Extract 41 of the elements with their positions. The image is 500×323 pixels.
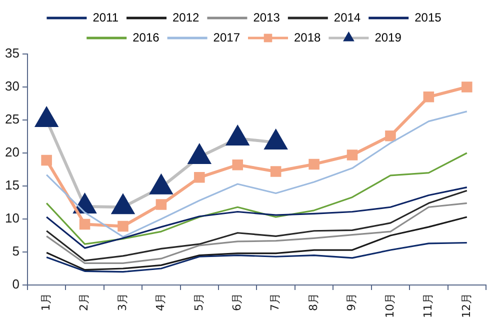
x-tick-label: 12月	[460, 293, 473, 318]
legend-label: 2019	[374, 30, 402, 44]
y-tick-label: 5	[12, 244, 20, 259]
y-tick-label: 15	[4, 178, 20, 193]
point	[346, 150, 358, 160]
point	[79, 218, 90, 230]
x-tick-label: 8月	[306, 293, 320, 312]
legend-label: 2016	[132, 30, 160, 44]
legend-label: 2017	[213, 30, 240, 44]
point	[385, 130, 396, 142]
legend-label: 2013	[253, 10, 280, 24]
point	[462, 82, 472, 92]
legend-label: 2012	[172, 10, 200, 24]
point	[423, 92, 434, 102]
point	[194, 172, 205, 183]
x-tick-label: 4月	[154, 293, 168, 312]
x-tick-label: 1月	[39, 293, 52, 312]
point	[308, 158, 320, 170]
y-tick-label: 0	[12, 276, 20, 292]
x-tick-label: 10月	[383, 293, 396, 318]
x-tick-label: 6月	[230, 293, 244, 312]
legend-label: 2014	[334, 10, 361, 24]
legend-label: 2011	[92, 10, 119, 24]
y-tick-label: 20	[4, 144, 20, 160]
y-tick-label: 10	[4, 210, 20, 226]
point	[232, 159, 244, 170]
x-tick-label: 9月	[345, 293, 358, 312]
point	[156, 199, 167, 210]
y-tick-label: 25	[4, 112, 20, 127]
legend-label: 2018	[294, 30, 322, 44]
point	[41, 154, 52, 166]
y-tick-label: 35	[4, 46, 20, 61]
x-tick-label: 2月	[78, 293, 91, 312]
x-tick-label: 11月	[422, 293, 435, 318]
y-tick-label: 30	[4, 78, 20, 94]
x-tick-label: 3月	[116, 293, 129, 312]
x-tick-label: 5月	[192, 293, 206, 312]
point	[270, 166, 282, 177]
x-tick-label: 7月	[268, 293, 282, 312]
legend-label: 2015	[414, 10, 442, 24]
point	[118, 220, 128, 232]
